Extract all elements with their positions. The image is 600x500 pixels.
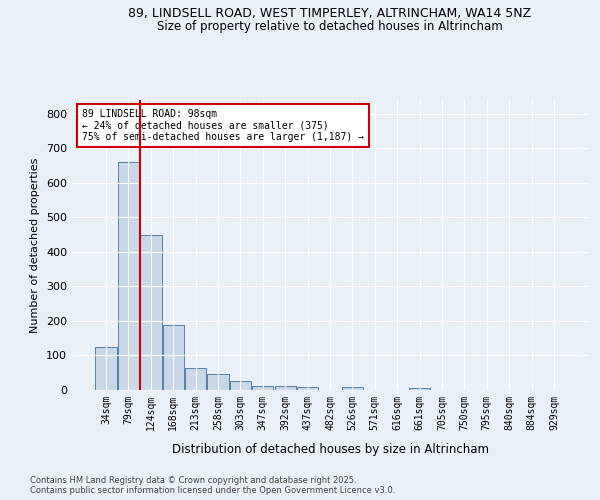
- Text: Size of property relative to detached houses in Altrincham: Size of property relative to detached ho…: [157, 20, 503, 33]
- Y-axis label: Number of detached properties: Number of detached properties: [31, 158, 40, 332]
- Bar: [118, 162, 139, 390]
- Text: 89, LINDSELL ROAD, WEST TIMPERLEY, ALTRINCHAM, WA14 5NZ: 89, LINDSELL ROAD, WEST TIMPERLEY, ALTRI…: [128, 8, 532, 20]
- Bar: [275, 386, 296, 390]
- Bar: [208, 374, 229, 390]
- Bar: [252, 386, 274, 390]
- Bar: [297, 387, 318, 390]
- Text: Contains HM Land Registry data © Crown copyright and database right 2025.
Contai: Contains HM Land Registry data © Crown c…: [30, 476, 395, 495]
- Text: Distribution of detached houses by size in Altrincham: Distribution of detached houses by size …: [172, 442, 488, 456]
- Bar: [230, 380, 251, 390]
- Bar: [95, 347, 117, 390]
- Bar: [342, 387, 363, 390]
- Bar: [409, 388, 430, 390]
- Text: 89 LINDSELL ROAD: 98sqm
← 24% of detached houses are smaller (375)
75% of semi-d: 89 LINDSELL ROAD: 98sqm ← 24% of detache…: [82, 108, 364, 142]
- Bar: [163, 326, 184, 390]
- Bar: [185, 368, 206, 390]
- Bar: [140, 234, 161, 390]
